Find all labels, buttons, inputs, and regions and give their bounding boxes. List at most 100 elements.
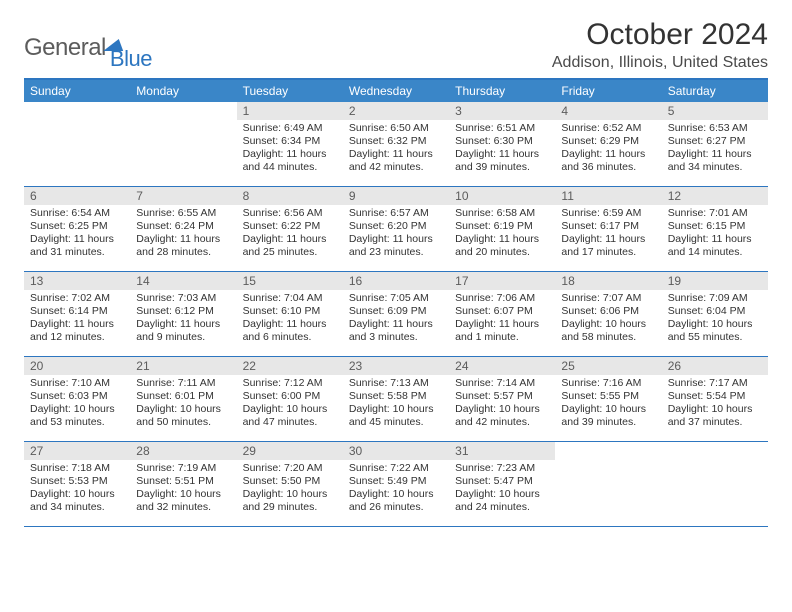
sunrise-text: Sunrise: 7:19 AM (136, 462, 230, 475)
calendar-cell: 14Sunrise: 7:03 AMSunset: 6:12 PMDayligh… (130, 272, 236, 356)
sunset-text: Sunset: 6:20 PM (349, 220, 443, 233)
sunrise-text: Sunrise: 6:55 AM (136, 207, 230, 220)
calendar-row: 1Sunrise: 6:49 AMSunset: 6:34 PMDaylight… (24, 102, 768, 187)
calendar-row: 13Sunrise: 7:02 AMSunset: 6:14 PMDayligh… (24, 272, 768, 357)
calendar-cell (555, 442, 661, 526)
daylight-text: and 20 minutes. (455, 246, 549, 259)
day-number: 11 (555, 187, 661, 205)
weekday-label: Sunday (24, 80, 130, 102)
day-details: Sunrise: 7:01 AMSunset: 6:15 PMDaylight:… (662, 205, 768, 271)
daylight-text: Daylight: 11 hours (349, 148, 443, 161)
daylight-text: Daylight: 11 hours (668, 233, 762, 246)
daylight-text: Daylight: 11 hours (455, 318, 549, 331)
daylight-text: and 6 minutes. (243, 331, 337, 344)
day-details: Sunrise: 6:55 AMSunset: 6:24 PMDaylight:… (130, 205, 236, 271)
sunset-text: Sunset: 5:54 PM (668, 390, 762, 403)
calendar-cell: 29Sunrise: 7:20 AMSunset: 5:50 PMDayligh… (237, 442, 343, 526)
day-number: 14 (130, 272, 236, 290)
day-number: 25 (555, 357, 661, 375)
sunrise-text: Sunrise: 7:07 AM (561, 292, 655, 305)
day-details: Sunrise: 6:58 AMSunset: 6:19 PMDaylight:… (449, 205, 555, 271)
daylight-text: Daylight: 11 hours (455, 148, 549, 161)
daylight-text: and 44 minutes. (243, 161, 337, 174)
daylight-text: Daylight: 11 hours (668, 148, 762, 161)
daylight-text: and 53 minutes. (30, 416, 124, 429)
sunset-text: Sunset: 5:57 PM (455, 390, 549, 403)
daylight-text: Daylight: 10 hours (136, 403, 230, 416)
day-details: Sunrise: 6:56 AMSunset: 6:22 PMDaylight:… (237, 205, 343, 271)
weekday-label: Thursday (449, 80, 555, 102)
calendar-cell: 15Sunrise: 7:04 AMSunset: 6:10 PMDayligh… (237, 272, 343, 356)
day-number: 22 (237, 357, 343, 375)
logo-word1: General (24, 34, 106, 62)
calendar-cell: 28Sunrise: 7:19 AMSunset: 5:51 PMDayligh… (130, 442, 236, 526)
calendar-cell: 24Sunrise: 7:14 AMSunset: 5:57 PMDayligh… (449, 357, 555, 441)
daylight-text: Daylight: 10 hours (668, 403, 762, 416)
day-number: 18 (555, 272, 661, 290)
logo: General Blue (24, 24, 152, 72)
daylight-text: Daylight: 11 hours (561, 233, 655, 246)
day-number: 29 (237, 442, 343, 460)
sunrise-text: Sunrise: 6:56 AM (243, 207, 337, 220)
sunrise-text: Sunrise: 7:11 AM (136, 377, 230, 390)
daylight-text: Daylight: 11 hours (243, 318, 337, 331)
month-title: October 2024 (552, 18, 768, 52)
sunrise-text: Sunrise: 7:20 AM (243, 462, 337, 475)
sunrise-text: Sunrise: 6:59 AM (561, 207, 655, 220)
day-details: Sunrise: 7:03 AMSunset: 6:12 PMDaylight:… (130, 290, 236, 356)
day-details: Sunrise: 7:10 AMSunset: 6:03 PMDaylight:… (24, 375, 130, 441)
daylight-text: Daylight: 11 hours (349, 233, 443, 246)
calendar-body: 1Sunrise: 6:49 AMSunset: 6:34 PMDaylight… (24, 102, 768, 527)
day-number: 13 (24, 272, 130, 290)
sunrise-text: Sunrise: 7:17 AM (668, 377, 762, 390)
daylight-text: and 42 minutes. (455, 416, 549, 429)
daylight-text: Daylight: 10 hours (349, 403, 443, 416)
daylight-text: and 39 minutes. (561, 416, 655, 429)
sunset-text: Sunset: 6:09 PM (349, 305, 443, 318)
sunset-text: Sunset: 6:10 PM (243, 305, 337, 318)
calendar-cell: 30Sunrise: 7:22 AMSunset: 5:49 PMDayligh… (343, 442, 449, 526)
location-label: Addison, Illinois, United States (552, 54, 768, 72)
calendar-cell: 4Sunrise: 6:52 AMSunset: 6:29 PMDaylight… (555, 102, 661, 186)
calendar-cell: 23Sunrise: 7:13 AMSunset: 5:58 PMDayligh… (343, 357, 449, 441)
sunset-text: Sunset: 6:22 PM (243, 220, 337, 233)
sunset-text: Sunset: 6:01 PM (136, 390, 230, 403)
day-details: Sunrise: 7:11 AMSunset: 6:01 PMDaylight:… (130, 375, 236, 441)
day-details: Sunrise: 6:54 AMSunset: 6:25 PMDaylight:… (24, 205, 130, 271)
day-details: Sunrise: 7:20 AMSunset: 5:50 PMDaylight:… (237, 460, 343, 526)
header: General Blue October 2024 Addison, Illin… (24, 18, 768, 72)
daylight-text: and 26 minutes. (349, 501, 443, 514)
day-details: Sunrise: 6:49 AMSunset: 6:34 PMDaylight:… (237, 120, 343, 186)
day-number: 27 (24, 442, 130, 460)
daylight-text: and 24 minutes. (455, 501, 549, 514)
day-number: 26 (662, 357, 768, 375)
sunrise-text: Sunrise: 7:03 AM (136, 292, 230, 305)
sunrise-text: Sunrise: 7:23 AM (455, 462, 549, 475)
daylight-text: Daylight: 11 hours (30, 233, 124, 246)
sunrise-text: Sunrise: 7:10 AM (30, 377, 124, 390)
sunset-text: Sunset: 6:04 PM (668, 305, 762, 318)
day-number: 3 (449, 102, 555, 120)
calendar-cell: 8Sunrise: 6:56 AMSunset: 6:22 PMDaylight… (237, 187, 343, 271)
daylight-text: Daylight: 11 hours (136, 318, 230, 331)
day-details: Sunrise: 7:19 AMSunset: 5:51 PMDaylight:… (130, 460, 236, 526)
calendar-cell: 3Sunrise: 6:51 AMSunset: 6:30 PMDaylight… (449, 102, 555, 186)
sunset-text: Sunset: 6:03 PM (30, 390, 124, 403)
sunrise-text: Sunrise: 7:05 AM (349, 292, 443, 305)
day-number: 23 (343, 357, 449, 375)
calendar-cell: 9Sunrise: 6:57 AMSunset: 6:20 PMDaylight… (343, 187, 449, 271)
daylight-text: and 25 minutes. (243, 246, 337, 259)
weekday-label: Saturday (662, 80, 768, 102)
calendar-cell: 13Sunrise: 7:02 AMSunset: 6:14 PMDayligh… (24, 272, 130, 356)
day-details: Sunrise: 7:02 AMSunset: 6:14 PMDaylight:… (24, 290, 130, 356)
sunrise-text: Sunrise: 7:16 AM (561, 377, 655, 390)
sunset-text: Sunset: 6:14 PM (30, 305, 124, 318)
daylight-text: Daylight: 10 hours (30, 403, 124, 416)
sunrise-text: Sunrise: 7:09 AM (668, 292, 762, 305)
day-number: 10 (449, 187, 555, 205)
sunrise-text: Sunrise: 7:18 AM (30, 462, 124, 475)
day-details: Sunrise: 6:52 AMSunset: 6:29 PMDaylight:… (555, 120, 661, 186)
calendar-cell: 22Sunrise: 7:12 AMSunset: 6:00 PMDayligh… (237, 357, 343, 441)
sunset-text: Sunset: 5:50 PM (243, 475, 337, 488)
day-number: 4 (555, 102, 661, 120)
